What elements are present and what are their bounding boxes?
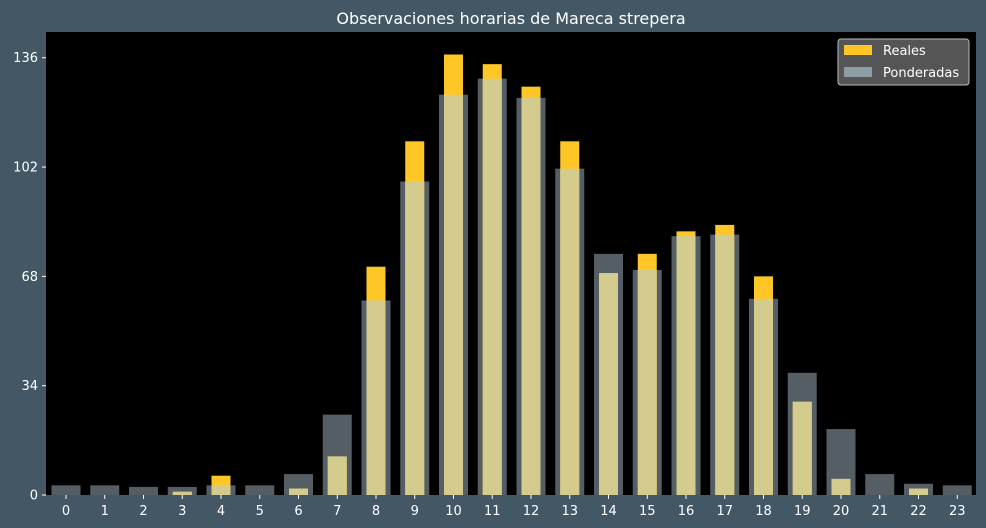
x-tick-label: 8 bbox=[372, 504, 380, 519]
x-tick-label: 15 bbox=[639, 504, 656, 519]
x-tick-label: 19 bbox=[794, 504, 811, 519]
bar-ponderadas-0 bbox=[51, 485, 81, 495]
y-tick-label: 68 bbox=[21, 270, 38, 285]
x-tick-label: 9 bbox=[411, 504, 419, 519]
y-tick-label: 102 bbox=[13, 161, 38, 176]
bar-overlap-6 bbox=[289, 488, 308, 495]
x-tick-label: 6 bbox=[294, 504, 302, 519]
chart-title: Observaciones horarias de Mareca streper… bbox=[336, 9, 685, 28]
x-tick-label: 5 bbox=[256, 504, 264, 519]
x-tick-label: 4 bbox=[217, 504, 225, 519]
bar-overlap-16 bbox=[676, 236, 696, 495]
bar-overlap-14 bbox=[599, 273, 618, 495]
x-tick-label: 18 bbox=[755, 504, 772, 519]
bar-overlap-22 bbox=[909, 488, 928, 495]
y-tick-label: 0 bbox=[30, 489, 38, 504]
x-tick-label: 2 bbox=[139, 504, 147, 519]
overlap-bars bbox=[172, 78, 928, 496]
bar-overlap-9 bbox=[405, 181, 425, 495]
bar-overlap-15 bbox=[637, 269, 657, 495]
x-tick-label: 14 bbox=[600, 504, 617, 519]
x-tick-label: 17 bbox=[716, 504, 733, 519]
legend-swatch-reales bbox=[844, 45, 872, 55]
legend-label-reales: Reales bbox=[883, 44, 926, 59]
bar-overlap-17 bbox=[715, 234, 735, 495]
bar-overlap-4 bbox=[211, 485, 231, 495]
x-tick-label: 22 bbox=[910, 504, 927, 519]
bar-ponderadas-23 bbox=[942, 485, 972, 495]
x-tick-label: 20 bbox=[833, 504, 850, 519]
x-tick-label: 3 bbox=[178, 504, 186, 519]
x-tick-label: 21 bbox=[871, 504, 888, 519]
bar-ponderadas-2 bbox=[129, 486, 158, 495]
bar-overlap-19 bbox=[792, 401, 812, 495]
x-tick-label: 1 bbox=[101, 504, 109, 519]
bar-overlap-13 bbox=[560, 168, 580, 496]
axes: 0 1 2 3 4 5 6 7 8 9 10 11 12 13 14 15 16 17 18 19 20 21 22 2303… bbox=[13, 51, 965, 519]
bar-ponderadas-21 bbox=[865, 474, 895, 495]
legend: Reales Ponderadas bbox=[837, 38, 970, 86]
plot-area bbox=[46, 32, 976, 495]
bar-overlap-12 bbox=[521, 97, 541, 495]
x-tick-label: 0 bbox=[62, 504, 70, 519]
bar-overlap-7 bbox=[327, 456, 347, 495]
bar-ponderadas-1 bbox=[90, 485, 120, 495]
bar-overlap-10 bbox=[444, 94, 463, 496]
bar-overlap-18 bbox=[754, 298, 773, 495]
bar-ponderadas-5 bbox=[245, 485, 275, 495]
y-tick-label: 136 bbox=[13, 51, 38, 66]
x-tick-label: 16 bbox=[678, 504, 695, 519]
x-tick-label: 11 bbox=[484, 504, 501, 519]
x-tick-label: 7 bbox=[333, 504, 341, 519]
legend-swatch-ponderadas bbox=[844, 67, 872, 77]
y-tick-label: 34 bbox=[21, 379, 38, 394]
x-tick-label: 13 bbox=[561, 504, 578, 519]
bar-ponderadas-3 bbox=[167, 486, 197, 495]
bar-overlap-8 bbox=[366, 300, 386, 495]
x-tick-label: 12 bbox=[523, 504, 540, 519]
x-tick-label: 10 bbox=[445, 504, 462, 519]
bar-overlap-11 bbox=[482, 78, 502, 496]
bar-overlap-20 bbox=[831, 478, 851, 495]
x-tick-label: 23 bbox=[949, 504, 966, 519]
legend-label-ponderadas: Ponderadas bbox=[883, 66, 959, 81]
bar-overlap-3 bbox=[172, 491, 192, 495]
